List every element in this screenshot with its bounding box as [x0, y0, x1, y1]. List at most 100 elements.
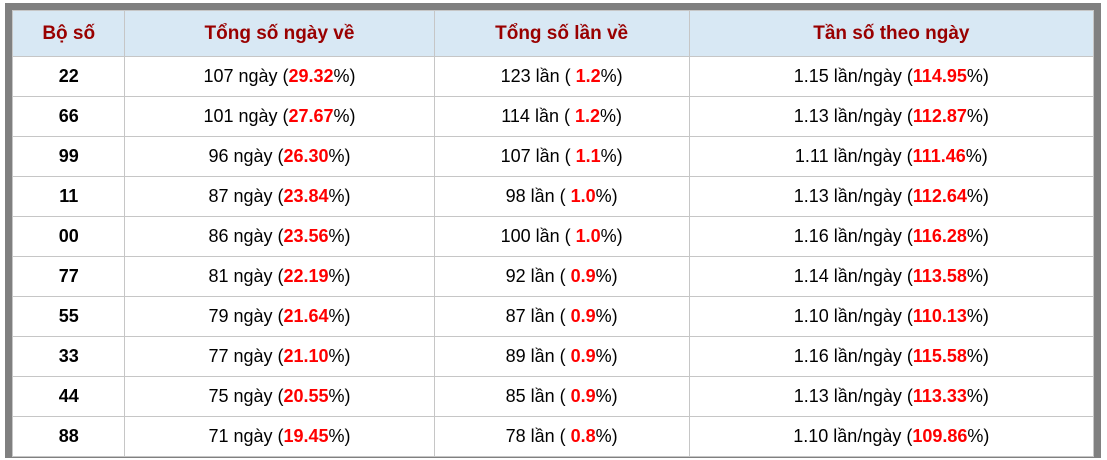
table-row: 33 77 ngày (21.10%) 89 lần ( 0.9%) 1.16 lần… [11, 336, 1095, 377]
times-cell-percent: 1.2 [574, 106, 600, 126]
frequency-cell-percent: 116.28 [912, 226, 967, 246]
frequency-cell-suffix: %) [966, 226, 989, 246]
times-cell: 100 lần ( 1.0%) [433, 216, 690, 257]
frequency-cell-suffix: %) [966, 186, 989, 206]
days-cell-suffix: %) [328, 266, 351, 286]
frequency-cell-suffix: %) [966, 266, 989, 286]
frequency-cell: 1.13 lần/ngày (112.87%) [688, 96, 1095, 137]
frequency-cell-percent: 115.58 [912, 346, 967, 366]
days-cell-percent: 23.84 [283, 186, 329, 206]
times-cell-percent: 0.9 [570, 266, 596, 286]
times-cell-text: 85 lần ( [505, 386, 571, 406]
times-cell-percent: 0.9 [570, 306, 596, 326]
days-cell-suffix: %) [328, 386, 351, 406]
frequency-cell-suffix: %) [967, 426, 990, 446]
table-body: 22 107 ngày (29.32%) 123 lần ( 1.2%) 1.15 l… [11, 56, 1095, 457]
days-cell-suffix: %) [328, 346, 351, 366]
frequency-cell-text: 1.16 lần/ngày ( [793, 346, 913, 366]
days-cell-text: 86 ngày ( [208, 226, 284, 246]
times-cell-percent: 1.1 [575, 146, 601, 166]
days-cell-suffix: %) [328, 226, 351, 246]
table-row: 22 107 ngày (29.32%) 123 lần ( 1.2%) 1.15 l… [11, 56, 1095, 97]
times-cell-text: 114 lần ( [501, 106, 575, 126]
frequency-cell-suffix: %) [966, 386, 989, 406]
frequency-cell-text: 1.11 lần/ngày ( [794, 146, 913, 166]
frequency-cell: 1.11 lần/ngày (111.46%) [688, 136, 1095, 177]
frequency-cell-suffix: %) [966, 66, 989, 86]
pair-number-cell: 11 [11, 176, 126, 217]
frequency-cell: 1.14 lần/ngày (113.58%) [688, 256, 1095, 297]
days-cell: 101 ngày (27.67%) [124, 96, 435, 137]
pair-number-cell: 00 [11, 216, 126, 257]
days-cell-text: 79 ngày ( [208, 306, 284, 326]
frequency-cell: 1.10 lần/ngày (110.13%) [688, 296, 1095, 337]
times-cell-suffix: %) [600, 226, 623, 246]
frequency-cell: 1.10 lần/ngày (109.86%) [688, 416, 1095, 457]
table-row: 66 101 ngày (27.67%) 114 lần ( 1.2%) 1.13 l… [11, 96, 1095, 137]
table-row: 99 96 ngày (26.30%) 107 lần ( 1.1%) 1.11 lầ… [11, 136, 1095, 177]
times-cell: 87 lần ( 0.9%) [433, 296, 690, 337]
days-cell-text: 96 ngày ( [208, 146, 284, 166]
times-cell-suffix: %) [595, 186, 618, 206]
days-cell-text: 101 ngày ( [203, 106, 289, 126]
frequency-cell-percent: 113.33 [912, 386, 967, 406]
frequency-cell-text: 1.13 lần/ngày ( [793, 186, 913, 206]
days-cell: 107 ngày (29.32%) [124, 56, 435, 97]
times-cell-text: 87 lần ( [505, 306, 571, 326]
times-cell-suffix: %) [595, 426, 618, 446]
frequency-cell-percent: 112.87 [912, 106, 967, 126]
table-row: 11 87 ngày (23.84%) 98 lần ( 1.0%) 1.13 lần… [11, 176, 1095, 217]
times-cell-percent: 1.2 [575, 66, 601, 86]
pair-number-cell: 66 [11, 96, 126, 137]
days-cell-percent: 22.19 [283, 266, 329, 286]
times-cell: 78 lần ( 0.8%) [433, 416, 690, 457]
table-row: 77 81 ngày (22.19%) 92 lần ( 0.9%) 1.14 lần… [11, 256, 1095, 297]
header-row: Bộ số Tổng số ngày về Tổng số lần về Tần… [11, 10, 1095, 57]
frequency-cell-percent: 112.64 [912, 186, 967, 206]
frequency-cell: 1.16 lần/ngày (115.58%) [688, 336, 1095, 377]
lottery-pair-stats-table: Bộ số Tổng số ngày về Tổng số lần về Tần… [11, 10, 1095, 457]
col-header-pair: Bộ số [11, 10, 126, 57]
times-cell-percent: 1.0 [575, 226, 601, 246]
frequency-cell: 1.13 lần/ngày (112.64%) [688, 176, 1095, 217]
times-cell-suffix: %) [595, 346, 618, 366]
times-cell-text: 100 lần ( [500, 226, 576, 246]
frequency-cell-suffix: %) [966, 346, 989, 366]
frequency-cell-text: 1.10 lần/ngày ( [793, 426, 913, 446]
days-cell: 86 ngày (23.56%) [124, 216, 435, 257]
frequency-cell-text: 1.13 lần/ngày ( [793, 386, 913, 406]
frequency-cell-text: 1.14 lần/ngày ( [793, 266, 913, 286]
frequency-cell: 1.13 lần/ngày (113.33%) [688, 376, 1095, 417]
pair-number-cell: 22 [11, 56, 126, 97]
pair-number-cell: 44 [11, 376, 126, 417]
times-cell-text: 107 lần ( [500, 146, 576, 166]
days-cell-percent: 21.10 [283, 346, 329, 366]
days-cell-percent: 20.55 [283, 386, 329, 406]
days-cell: 77 ngày (21.10%) [124, 336, 435, 377]
frequency-cell-text: 1.16 lần/ngày ( [793, 226, 913, 246]
days-cell: 81 ngày (22.19%) [124, 256, 435, 297]
times-cell-suffix: %) [600, 146, 623, 166]
times-cell-suffix: %) [595, 266, 618, 286]
days-cell: 79 ngày (21.64%) [124, 296, 435, 337]
days-cell-percent: 21.64 [283, 306, 329, 326]
times-cell: 107 lần ( 1.1%) [433, 136, 690, 177]
times-cell-percent: 0.8 [570, 426, 596, 446]
stats-table-frame: Bộ số Tổng số ngày về Tổng số lần về Tần… [5, 3, 1101, 458]
pair-number-cell: 55 [11, 296, 126, 337]
times-cell: 92 lần ( 0.9%) [433, 256, 690, 297]
days-cell-percent: 19.45 [283, 426, 329, 446]
frequency-cell-percent: 109.86 [912, 426, 968, 446]
times-cell: 114 lần ( 1.2%) [433, 96, 690, 137]
frequency-cell-suffix: %) [966, 306, 989, 326]
times-cell-suffix: %) [595, 386, 618, 406]
times-cell: 123 lần ( 1.2%) [433, 56, 690, 97]
days-cell-suffix: %) [328, 186, 351, 206]
times-cell: 85 lần ( 0.9%) [433, 376, 690, 417]
table-row: 00 86 ngày (23.56%) 100 lần ( 1.0%) 1.16 lầ… [11, 216, 1095, 257]
days-cell-text: 81 ngày ( [208, 266, 284, 286]
days-cell-text: 71 ngày ( [208, 426, 284, 446]
days-cell-suffix: %) [328, 426, 351, 446]
frequency-cell-percent: 114.95 [912, 66, 967, 86]
days-cell-percent: 23.56 [283, 226, 329, 246]
